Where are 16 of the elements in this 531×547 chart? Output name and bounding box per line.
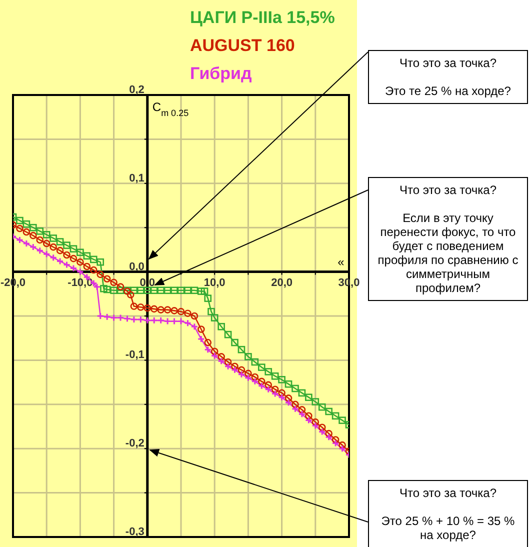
text: Что это за точка? Если в эту точку перенести фокус, то что будет с поведением профиля по сравнению с симметричным профилем? [368, 177, 528, 301]
text: Гибрид [190, 63, 253, 85]
y-tick-label: -0,3 [125, 526, 144, 538]
text: ЦАГИ P-IIIa 15,5% [190, 7, 335, 29]
x-axis-title: « [338, 254, 345, 269]
y-tick-label: 0,1 [129, 172, 144, 184]
y-tick-label: -0,2 [125, 438, 144, 450]
y-tick-label: -0,1 [125, 349, 144, 362]
y-tick-label: 0,2 [129, 84, 144, 96]
text: Что это за точка? Это те 25 % на хорде? [368, 50, 528, 104]
text: Что это за точка? Это 25 % + 10 % = 35 % на хорде? [368, 480, 528, 547]
x-tick-label: 10,0 [204, 276, 226, 289]
y-tick-label: 0,0 [129, 260, 144, 273]
text: AUGUST 160 [190, 35, 296, 57]
x-tick-label: 20,0 [271, 276, 293, 289]
y-axis-title: C$_{m 0.25}$ [152, 100, 189, 118]
